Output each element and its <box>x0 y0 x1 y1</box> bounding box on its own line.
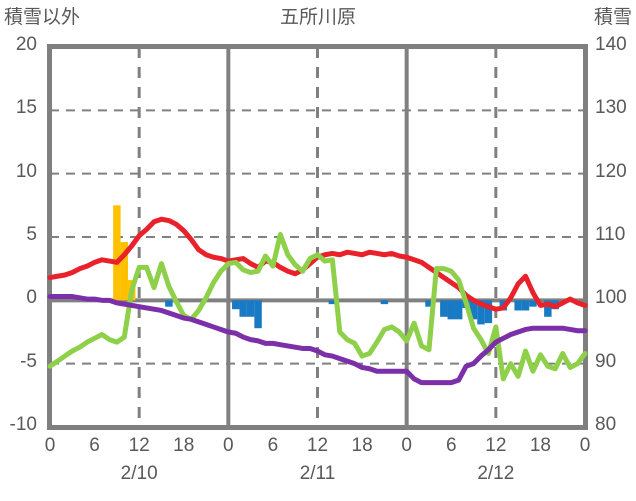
x-axis-tick: 6 <box>445 435 457 456</box>
x-axis-tick: 6 <box>89 435 100 456</box>
left-axis-tick: -5 <box>20 350 37 372</box>
left-axis-tick: 15 <box>15 97 37 119</box>
right-axis-tick: 80 <box>595 414 617 435</box>
x-axis-tick: 0 <box>44 435 56 456</box>
left-axis-tick: 10 <box>15 160 37 182</box>
right-axis-tick: 120 <box>595 160 627 182</box>
right-axis-tick: 110 <box>595 224 626 245</box>
left-axis-title: 積雪以外 <box>4 7 81 28</box>
page-title: 五所川原 <box>279 7 356 28</box>
bar-series-layer <box>113 205 559 329</box>
x-axis-tick: 0 <box>401 435 412 456</box>
line-series-layer <box>47 216 588 386</box>
plot-area <box>47 44 588 430</box>
x-axis-tick: 12 <box>128 435 150 456</box>
right-axis-tick: 130 <box>595 97 627 119</box>
right-axis-tick: 140 <box>595 34 627 55</box>
left-axis-tick: -10 <box>9 414 37 435</box>
x-axis-tick: 18 <box>173 435 195 456</box>
right-axis-tick: 100 <box>595 287 627 309</box>
x-axis-tick: 6 <box>267 435 279 456</box>
left-axis-tick: 20 <box>15 34 37 55</box>
x-axis-day-label: 2/10 <box>120 463 158 484</box>
x-axis-tick: 0 <box>579 435 591 456</box>
right-axis-title: 積雪 <box>593 7 632 28</box>
x-axis-day-label: 2/12 <box>477 463 515 484</box>
x-axis-tick: 18 <box>351 435 373 456</box>
x-axis-tick: 12 <box>485 435 507 456</box>
x-axis-tick: 0 <box>223 435 234 456</box>
gridlines <box>50 47 585 427</box>
left-axis-tick: 0 <box>26 287 37 309</box>
right-axis-tick: 90 <box>595 350 617 372</box>
x-axis-day-label: 2/11 <box>299 463 336 484</box>
x-axis-tick: 18 <box>529 435 551 456</box>
chart-canvas <box>47 47 588 427</box>
x-axis-tick: 12 <box>306 435 329 456</box>
left-axis-tick: 5 <box>26 224 37 245</box>
